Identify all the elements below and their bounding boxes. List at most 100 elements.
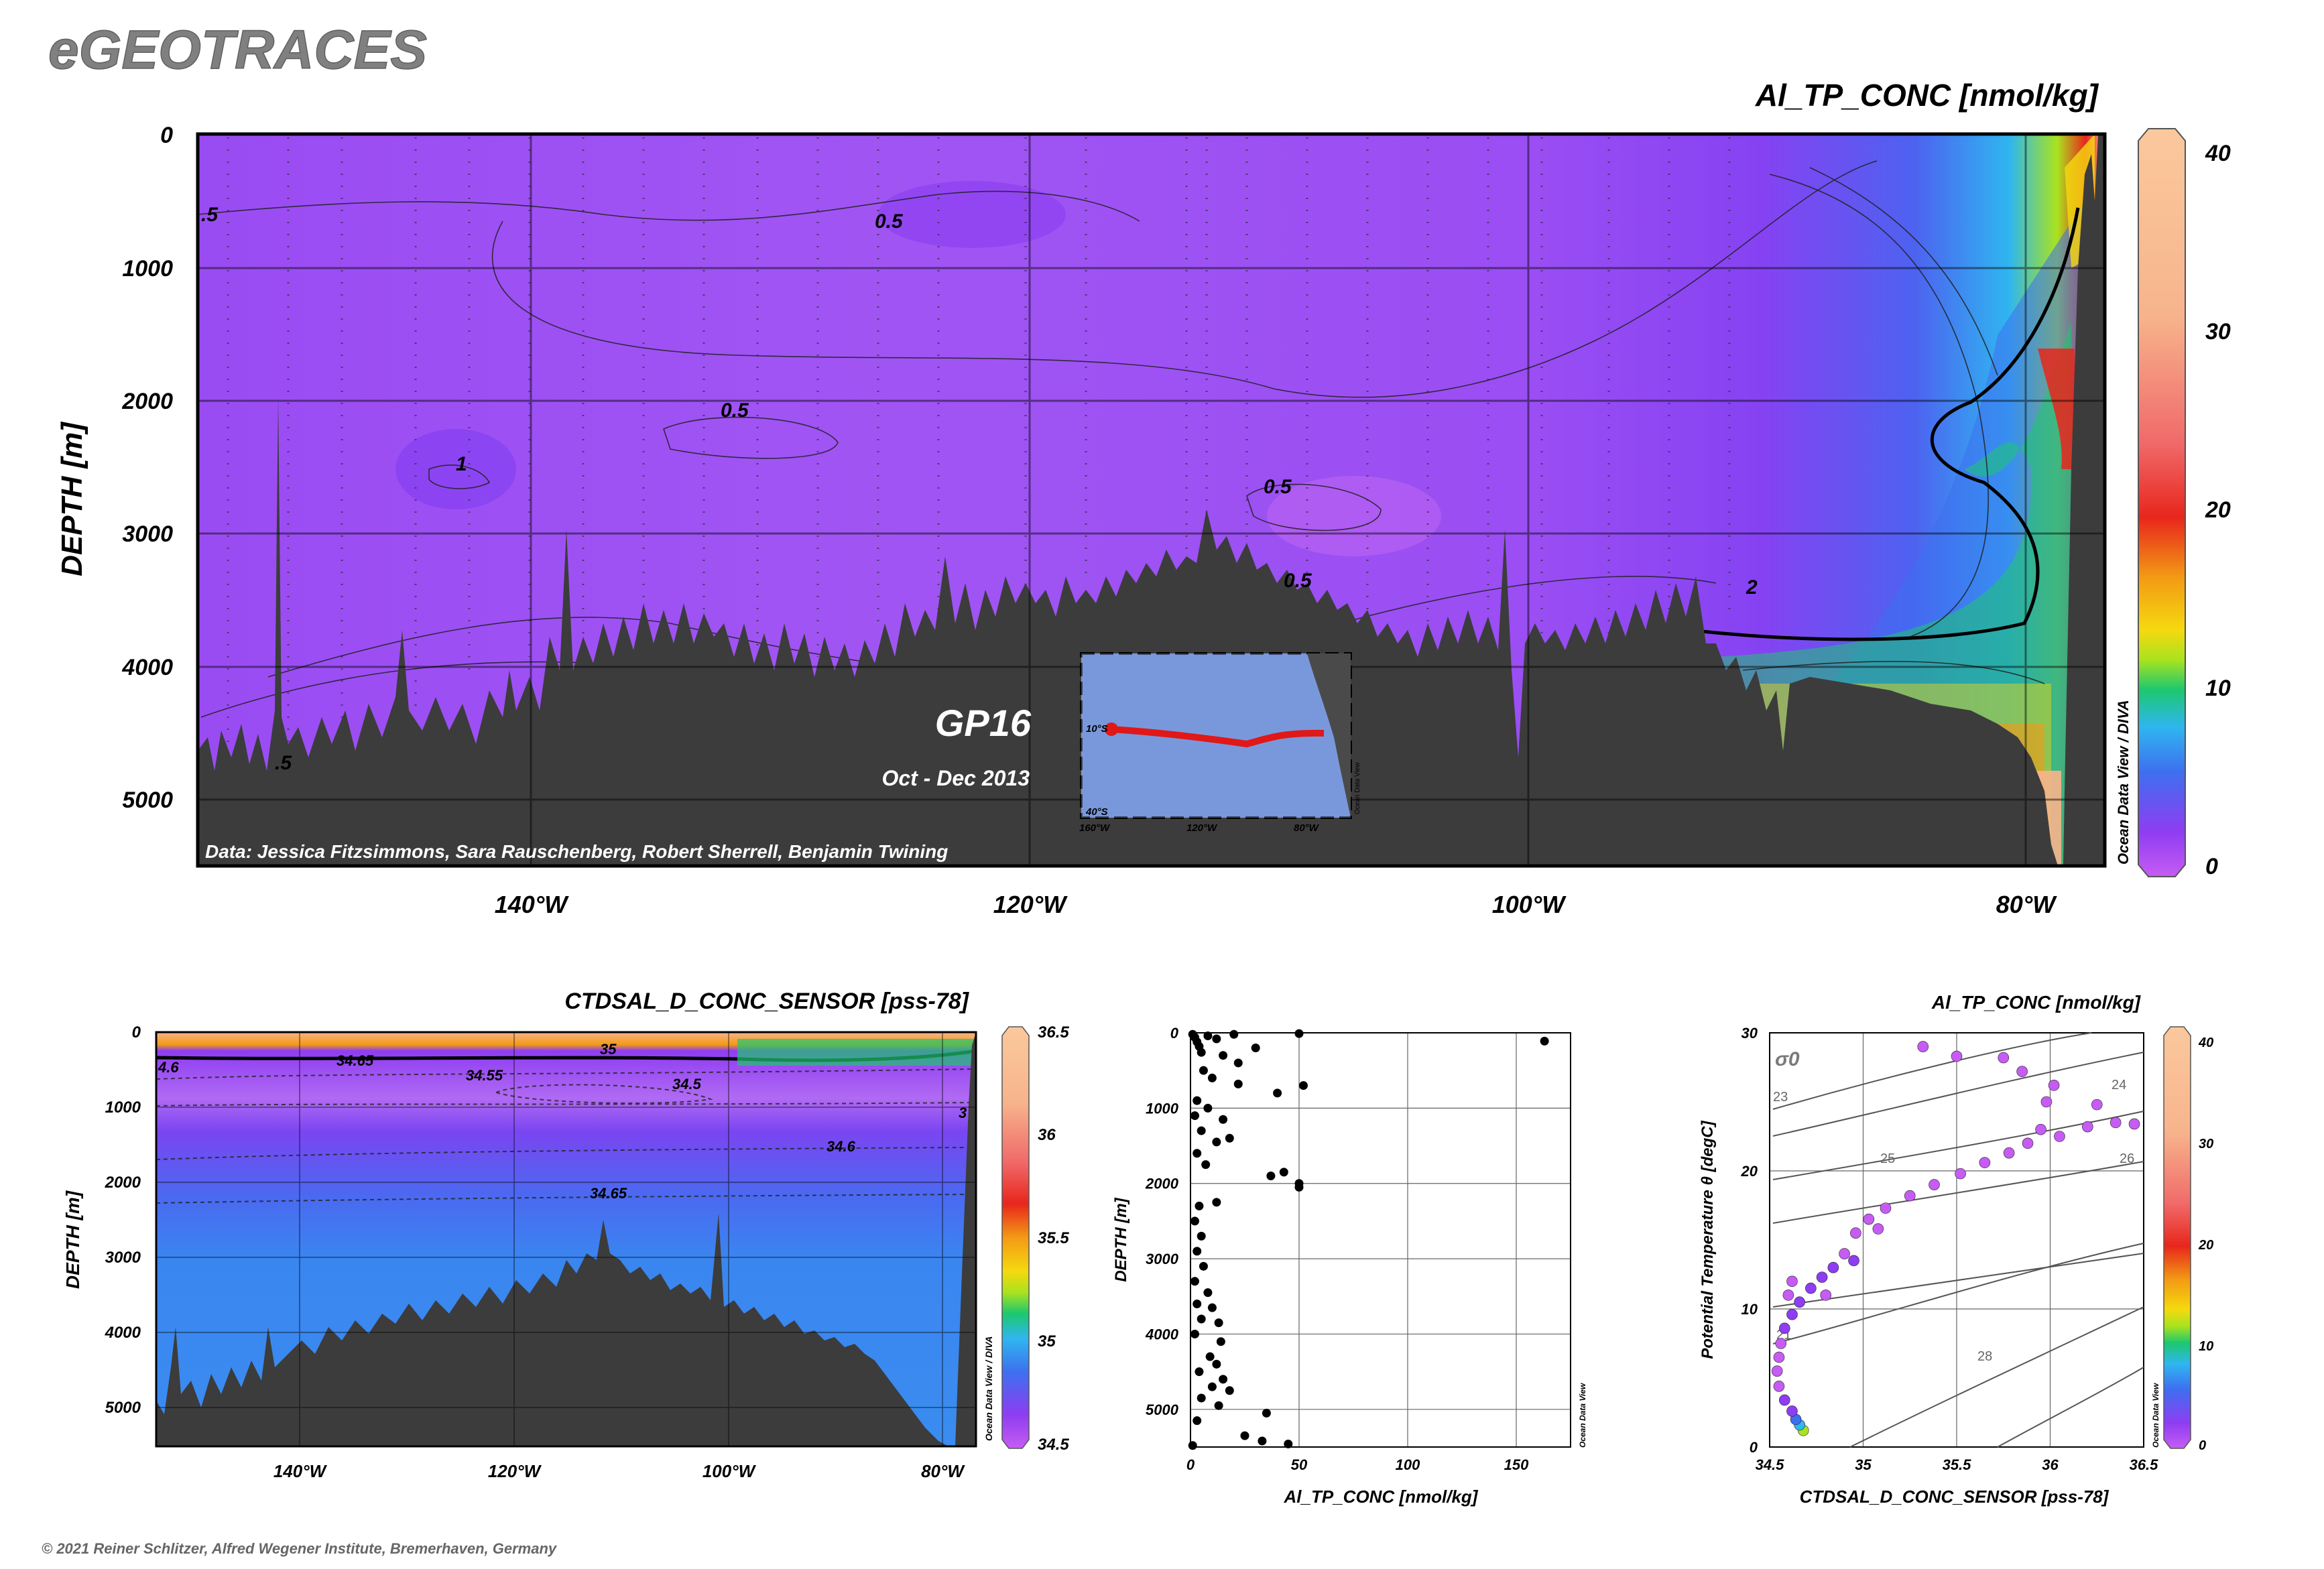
profile-point [1192,1300,1202,1309]
ts-point [1820,1290,1831,1301]
contour-label: 3 [959,1105,967,1121]
profile-points [1188,1029,1549,1450]
main-section-terrain [198,134,2105,866]
ts-point [2016,1066,2028,1077]
profile-point [1219,1051,1228,1060]
inset-map: 10°S 40°S 160°W 120°W 80°W Ocean Data Vi… [1079,652,1361,834]
main-lon-tick: 120°W [993,891,1068,918]
salinity-depth-axis: 0 1000 2000 3000 4000 5000 [105,1023,141,1417]
colorbar-tick: 34.5 [1038,1436,1069,1454]
profile-point [1229,1029,1239,1039]
colorbar-tick: 0 [2205,854,2218,879]
colorbar-tick: 20 [2198,1238,2213,1253]
ts-point [2048,1079,2060,1091]
colorbar-tick: 20 [2205,497,2231,523]
profile-point [1294,1029,1304,1038]
salinity-gridlines [156,1032,976,1446]
profile-point [1197,1393,1206,1403]
ts-point [2054,1131,2065,1142]
inset-lon-label: 80°W [1294,822,1320,834]
profile-x-tick: 100 [1396,1456,1420,1473]
ts-point [1848,1255,1859,1267]
salinity-lon-tick: 100°W [702,1461,757,1481]
main-depth-label: DEPTH [m] [56,422,88,576]
salinity-depth-tick: 4000 [105,1324,141,1342]
profile-point [1197,1231,1206,1241]
profile-point [1203,1103,1213,1113]
profile-point [1216,1337,1225,1346]
salinity-lon-tick: 80°W [921,1461,965,1481]
profile-y-tick: 3000 [1146,1251,1179,1267]
salinity-depth-tick: 3000 [105,1249,141,1267]
colorbar-tick: 10 [2205,676,2231,701]
profile-point [1197,1048,1206,1057]
profile-point [1199,1261,1208,1271]
salinity-colorbar-bar [1001,1026,1030,1449]
profile-y-axis: 0 1000 2000 3000 4000 5000 [1145,1025,1179,1418]
contour-label: 34.65 [337,1052,374,1069]
isopycnal-label: 28 [1977,1349,1992,1364]
profile-point [1192,1149,1202,1158]
contour-label: 1 [456,453,467,475]
cruise-start-marker [1105,723,1118,736]
profile-point [1190,1277,1199,1286]
isopycnal-label: 23 [1773,1090,1788,1105]
main-section-frame [196,132,2107,868]
cruise-label: GP16 [935,702,1032,744]
contour-label: 0.5 [1284,570,1312,592]
profile-plot-frame [1190,1032,1571,1448]
profile-point [1273,1088,1282,1098]
ts-point [1816,1271,1828,1283]
profile-point [1298,1081,1308,1090]
copyright-notice: © 2021 Reiner Schlitzer, Alfred Wegener … [42,1540,558,1557]
profile-point [1279,1168,1288,1177]
ts-point [1979,1157,1991,1168]
ts-x-tick: 36 [2042,1456,2059,1473]
contour-label: 2 [1746,576,1758,599]
ts-point [1917,1041,1929,1052]
profile-point [1219,1115,1228,1124]
profile-point [1258,1436,1267,1446]
profile-point [1197,1126,1206,1135]
ts-point [1904,1190,1916,1202]
ts-point [1786,1405,1798,1417]
main-colorbar-bar [2138,128,2186,877]
profile-y-tick: 5000 [1146,1401,1179,1418]
colorbar-tick: 36.5 [1038,1023,1069,1042]
ts-point [1786,1308,1798,1320]
profile-point [1262,1408,1271,1418]
ts-y-tick: 30 [1741,1025,1758,1042]
profile-point [1207,1073,1217,1082]
ts-point [2082,1121,2093,1133]
ts-point [2035,1123,2046,1135]
profile-point [1205,1352,1215,1361]
main-lon-tick: 80°W [1996,891,2057,918]
data-credits: Data: Jessica Fitzsimmons, Sara Rauschen… [205,841,948,862]
profile-point [1212,1359,1221,1369]
profile-point [1212,1034,1221,1044]
main-depth-tick: 0 [160,123,173,148]
profile-point [1192,1416,1202,1426]
ts-colorbar-bar [2163,1026,2191,1449]
profile-point [1190,1329,1199,1338]
ts-watermark: Ocean Data View [2151,1383,2160,1448]
main-lon-tick: 100°W [1492,891,1567,918]
profile-point [1203,1288,1213,1298]
ts-y-tick: 10 [1741,1301,1758,1318]
profile-point [1197,1314,1206,1324]
profile-point [1190,1216,1199,1226]
profile-y-tick: 0 [1170,1025,1179,1042]
ts-colorbar: 40 30 20 10 0 [2163,1026,2213,1453]
salinity-watermark: Ocean Data View / DIVA [983,1336,994,1441]
station-markers [227,137,1731,791]
ts-x-tick: 35.5 [1943,1456,1972,1473]
ts-point [2128,1118,2140,1130]
salinity-lon-tick: 140°W [273,1461,328,1481]
profile-scatter-plot: 0 1000 2000 3000 4000 5000 0 50 100 150 DEPTH [m… [1112,1025,1587,1507]
salinity-depth-tick: 0 [132,1023,141,1042]
profile-point [1190,1111,1199,1121]
ts-ylabel: Potential Temperature θ [degC] [1699,1120,1717,1359]
ts-y-tick: 20 [1741,1163,1758,1180]
